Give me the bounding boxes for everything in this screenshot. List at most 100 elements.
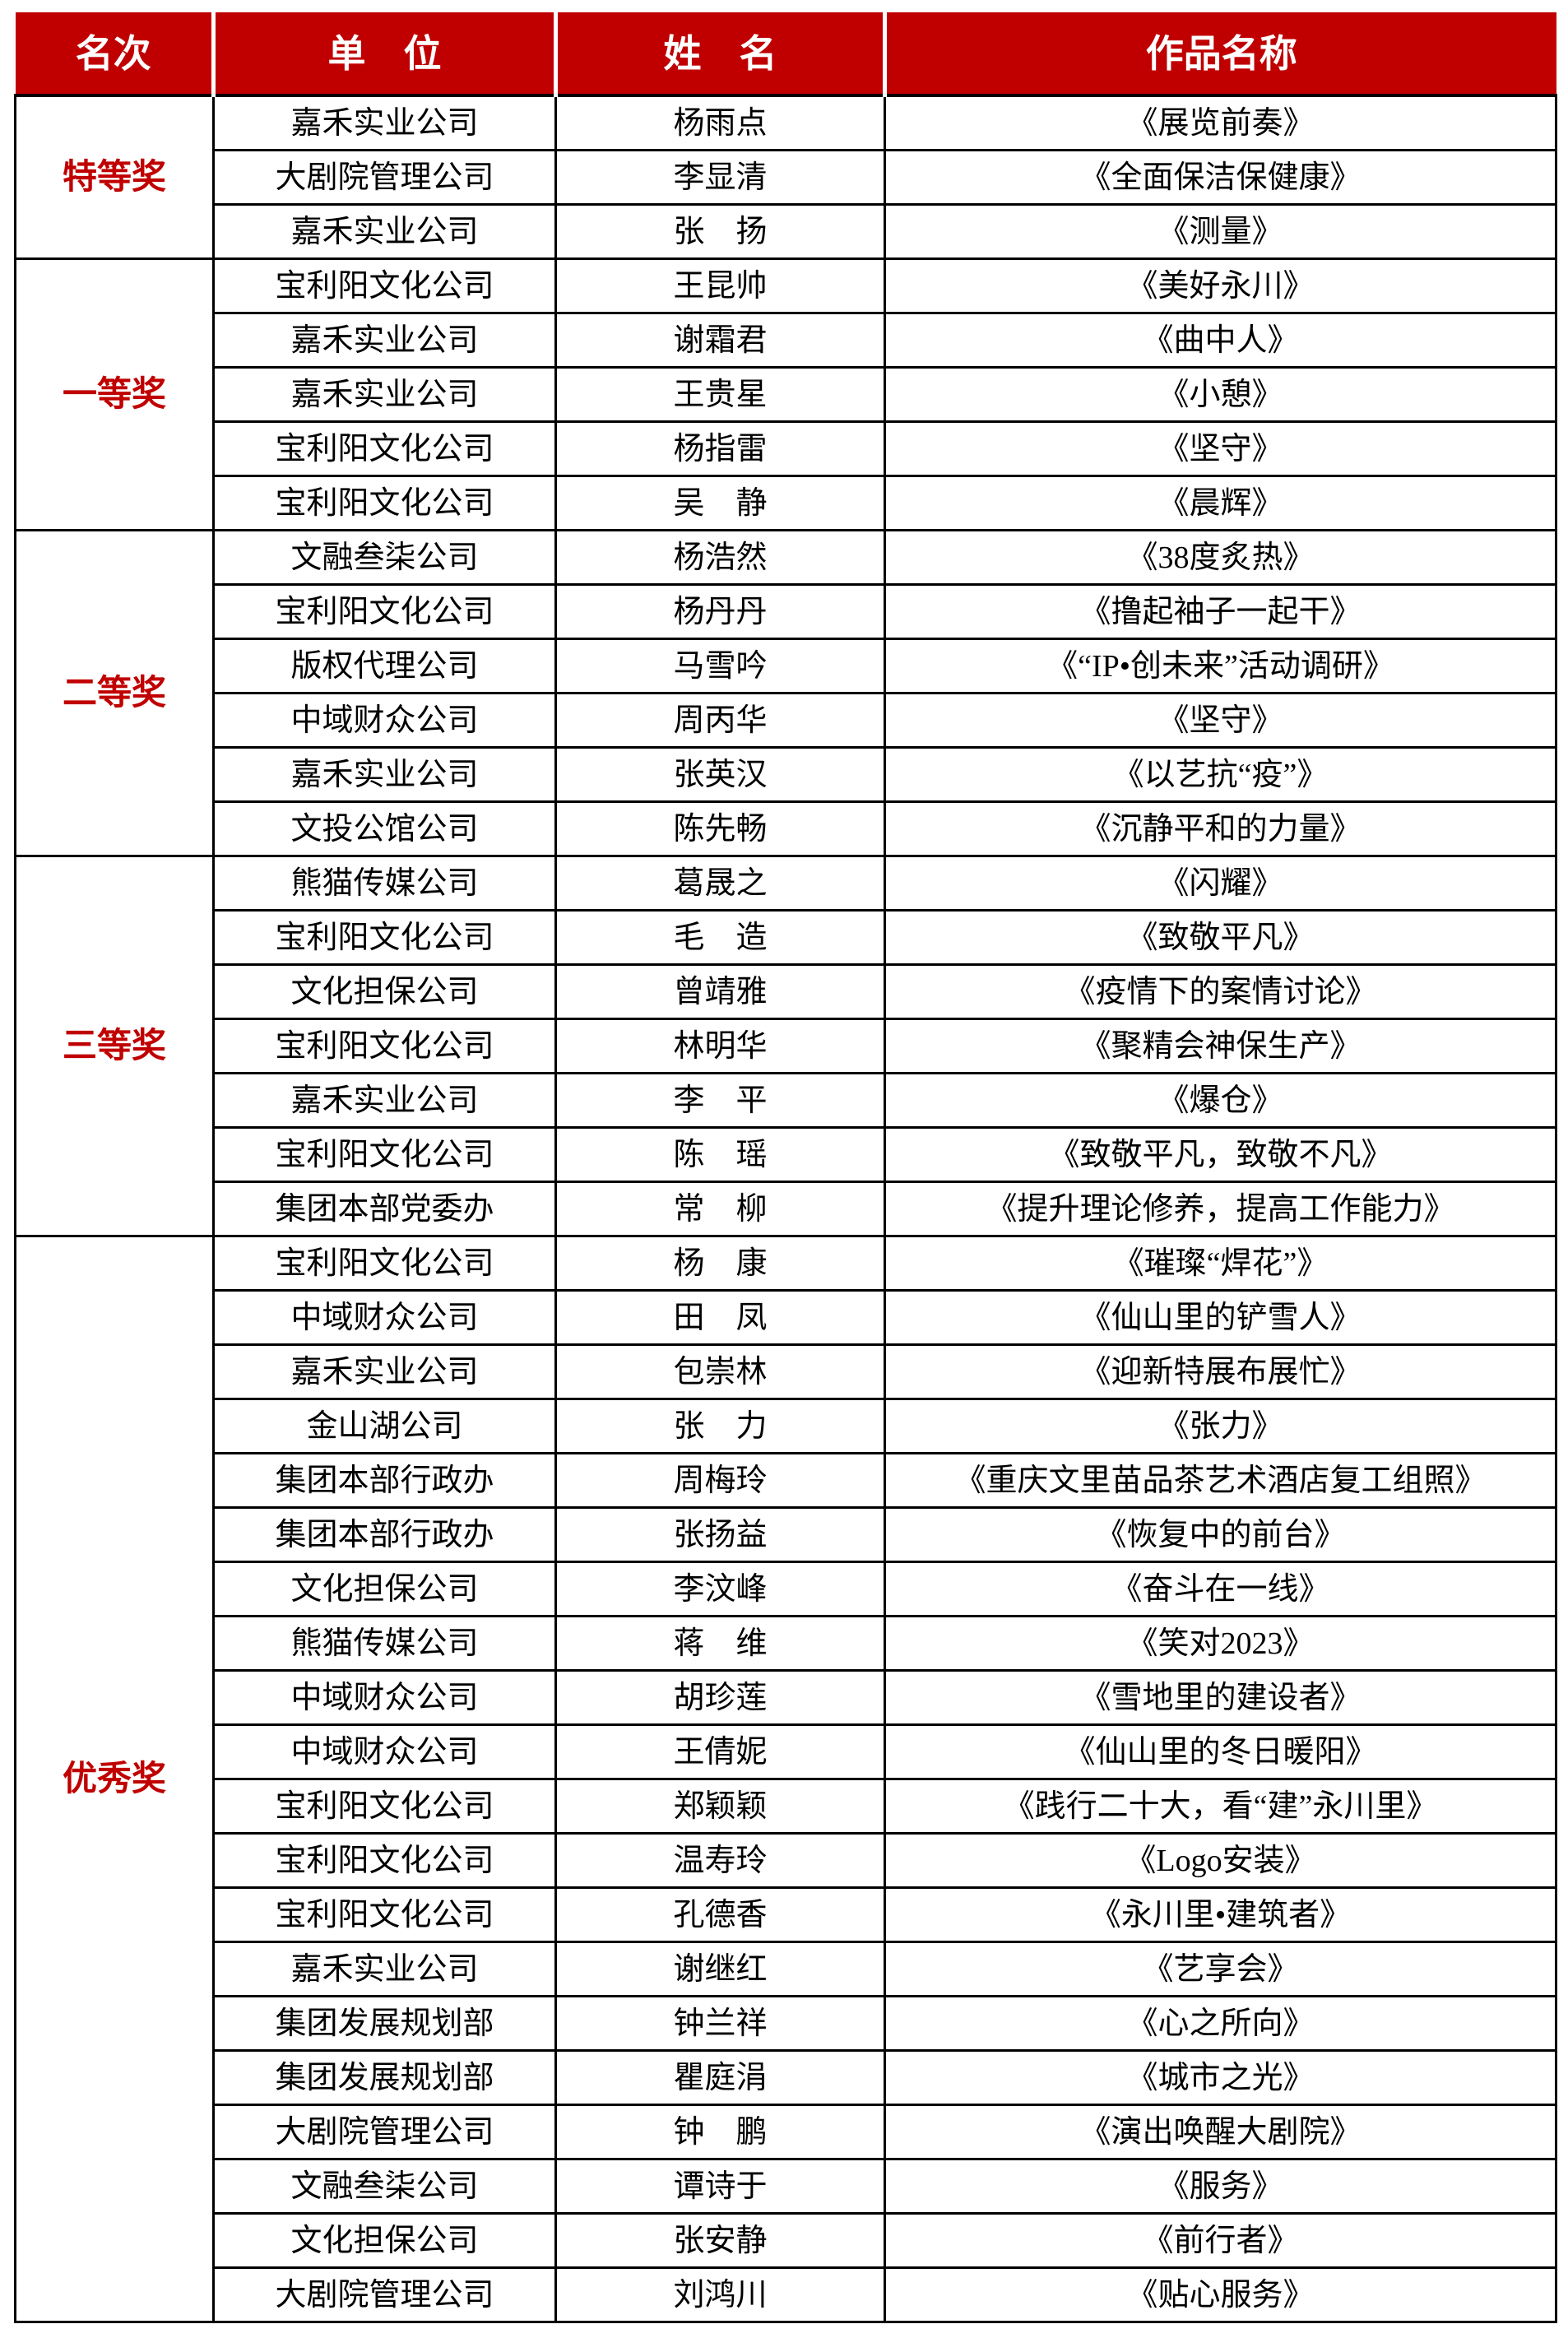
rank-cell: 特等奖 bbox=[14, 94, 215, 260]
table-row: 宝利阳文化公司 孔德香 《永川里•建筑者》 bbox=[16, 1886, 1557, 1943]
unit-cell: 大剧院管理公司 bbox=[212, 149, 557, 206]
work-cell: 《Logo安装》 bbox=[884, 1832, 1557, 1889]
unit-cell: 集团发展规划部 bbox=[212, 2049, 557, 2106]
unit-cell: 文融叁柒公司 bbox=[212, 2158, 557, 2215]
work-cell: 《仙山里的冬日暖阳》 bbox=[884, 1723, 1557, 1780]
name-cell: 周丙华 bbox=[554, 692, 886, 749]
table-row: 集团本部行政办 周梅玲 《重庆文里苗品茶艺术酒店复工组照》 bbox=[16, 1452, 1557, 1509]
unit-cell: 中域财众公司 bbox=[212, 1289, 557, 1346]
unit-cell: 宝利阳文化公司 bbox=[212, 583, 557, 640]
work-cell: 《曲中人》 bbox=[884, 312, 1557, 369]
table-row: 大剧院管理公司 刘鸿川 《贴心服务》 bbox=[16, 2266, 1557, 2323]
work-cell: 《城市之光》 bbox=[884, 2049, 1557, 2106]
unit-cell: 中域财众公司 bbox=[212, 1669, 557, 1726]
unit-cell: 宝利阳文化公司 bbox=[212, 909, 557, 966]
work-cell: 《疫情下的案情讨论》 bbox=[884, 963, 1557, 1020]
table-row: 文融叁柒公司 谭诗于 《服务》 bbox=[16, 2158, 1557, 2215]
table-row: 版权代理公司 马雪吟 《“IP•创未来”活动调研》 bbox=[16, 638, 1557, 694]
table-row: 中域财众公司 王倩妮 《仙山里的冬日暖阳》 bbox=[16, 1723, 1557, 1780]
name-cell: 王昆帅 bbox=[554, 257, 886, 314]
work-cell: 《38度炙热》 bbox=[884, 529, 1557, 586]
work-cell: 《致敬平凡》 bbox=[884, 909, 1557, 966]
table-row: 集团本部行政办 张扬益 《恢复中的前台》 bbox=[16, 1506, 1557, 1563]
work-cell: 《奋斗在一线》 bbox=[884, 1561, 1557, 1617]
work-cell: 《永川里•建筑者》 bbox=[884, 1886, 1557, 1943]
table-row: 宝利阳文化公司 杨指雷 《坚守》 bbox=[16, 420, 1557, 477]
unit-cell: 嘉禾实业公司 bbox=[212, 1941, 557, 1997]
unit-cell: 宝利阳文化公司 bbox=[212, 1886, 557, 1943]
unit-cell: 集团发展规划部 bbox=[212, 1995, 557, 2052]
table-row: 嘉禾实业公司李 平《爆仓》 bbox=[16, 1072, 1557, 1129]
work-cell: 《致敬平凡，致敬不凡》 bbox=[884, 1126, 1557, 1183]
work-cell: 《璀璨“焊花”》 bbox=[884, 1235, 1557, 1292]
work-cell: 《撸起袖子一起干》 bbox=[884, 583, 1557, 640]
rank-cell: 三等奖 bbox=[14, 855, 215, 1237]
table-row: 三等奖 熊猫传媒公司 葛晟之 《闪耀》 bbox=[14, 855, 1557, 1237]
work-cell: 《践行二十大，看“建”永川里》 bbox=[884, 1778, 1557, 1835]
unit-cell: 嘉禾实业公司 bbox=[212, 746, 557, 803]
work-cell: 《张力》 bbox=[884, 1398, 1557, 1454]
unit-cell: 宝利阳文化公司 bbox=[212, 1126, 557, 1183]
unit-cell: 文投公馆公司 bbox=[212, 800, 557, 857]
unit-cell: 版权代理公司 bbox=[212, 638, 557, 694]
table-row: 宝利阳文化公司陈 瑶《致敬平凡，致敬不凡》 bbox=[16, 1126, 1557, 1183]
unit-cell: 文化担保公司 bbox=[212, 1561, 557, 1617]
name-cell: 葛晟之 bbox=[554, 855, 886, 912]
name-cell: 马雪吟 bbox=[554, 638, 886, 694]
table-row: 文化担保公司 张安静 《前行者》 bbox=[16, 2212, 1557, 2269]
header-row: 名次 单 位 姓 名 作品名称 bbox=[15, 12, 1556, 97]
work-cell: 《艺享会》 bbox=[884, 1941, 1557, 1997]
unit-cell: 宝利阳文化公司 bbox=[212, 1832, 557, 1889]
col-header-name: 姓 名 bbox=[555, 12, 887, 97]
work-cell: 《贴心服务》 bbox=[884, 2266, 1557, 2323]
name-cell: 温寿玲 bbox=[554, 1832, 886, 1889]
table-row: 金山湖公司张 力《张力》 bbox=[16, 1398, 1557, 1454]
name-cell: 郑颖颖 bbox=[554, 1778, 886, 1835]
work-cell: 《坚守》 bbox=[884, 692, 1557, 749]
table-row: 文投公馆公司 陈先畅 《沉静平和的力量》 bbox=[16, 800, 1557, 857]
name-cell: 李 平 bbox=[554, 1072, 886, 1129]
table-row: 一等奖 宝利阳文化公司 王昆帅 《美好永川》 bbox=[14, 257, 1557, 531]
unit-cell: 嘉禾实业公司 bbox=[212, 1072, 557, 1129]
work-cell: 《演出唤醒大剧院》 bbox=[884, 2104, 1557, 2160]
name-cell: 周梅玲 bbox=[554, 1452, 886, 1509]
table-row: 嘉禾实业公司 王贵星 《小憩》 bbox=[16, 366, 1557, 423]
unit-cell: 宝利阳文化公司 bbox=[212, 1018, 557, 1074]
table-row: 熊猫传媒公司蒋 维《笑对2023》 bbox=[16, 1615, 1557, 1672]
unit-cell: 中域财众公司 bbox=[212, 1723, 557, 1780]
name-cell: 孔德香 bbox=[554, 1886, 886, 1943]
unit-cell: 中域财众公司 bbox=[212, 692, 557, 749]
table-row: 宝利阳文化公司 温寿玲 《Logo安装》 bbox=[16, 1832, 1557, 1889]
work-cell: 《仙山里的铲雪人》 bbox=[884, 1289, 1557, 1346]
unit-cell: 嘉禾实业公司 bbox=[212, 1343, 557, 1400]
unit-cell: 宝利阳文化公司 bbox=[212, 1778, 557, 1835]
rank-cell: 二等奖 bbox=[14, 529, 215, 857]
work-cell: 《全面保洁保健康》 bbox=[884, 149, 1557, 206]
work-cell: 《服务》 bbox=[884, 2158, 1557, 2215]
name-cell: 张英汉 bbox=[554, 746, 886, 803]
work-cell: 《笑对2023》 bbox=[884, 1615, 1557, 1672]
name-cell: 刘鸿川 bbox=[554, 2266, 886, 2323]
table-row: 嘉禾实业公司 谢霜君 《曲中人》 bbox=[16, 312, 1557, 369]
unit-cell: 嘉禾实业公司 bbox=[212, 94, 557, 151]
work-cell: 《“IP•创未来”活动调研》 bbox=[884, 638, 1557, 694]
rank-cell: 优秀奖 bbox=[14, 1235, 215, 2323]
name-cell: 杨 康 bbox=[554, 1235, 886, 1292]
name-cell: 张 力 bbox=[554, 1398, 886, 1454]
name-cell: 曾靖雅 bbox=[554, 963, 886, 1020]
unit-cell: 集团本部行政办 bbox=[212, 1452, 557, 1509]
work-cell: 《前行者》 bbox=[884, 2212, 1557, 2269]
unit-cell: 熊猫传媒公司 bbox=[212, 855, 557, 912]
work-cell: 《以艺抗“疫”》 bbox=[884, 746, 1557, 803]
col-header-unit: 单 位 bbox=[213, 12, 558, 97]
table-row: 嘉禾实业公司 张英汉 《以艺抗“疫”》 bbox=[16, 746, 1557, 803]
name-cell: 吴 静 bbox=[554, 475, 886, 531]
unit-cell: 文融叁柒公司 bbox=[212, 529, 557, 586]
name-cell: 胡珍莲 bbox=[554, 1669, 886, 1726]
unit-cell: 宝利阳文化公司 bbox=[212, 420, 557, 477]
name-cell: 杨指雷 bbox=[554, 420, 886, 477]
name-cell: 张安静 bbox=[554, 2212, 886, 2269]
table-row: 二等奖 文融叁柒公司 杨浩然 《38度炙热》 bbox=[14, 529, 1557, 857]
name-cell: 谢继红 bbox=[554, 1941, 886, 1997]
table-row: 宝利阳文化公司 林明华 《聚精会神保生产》 bbox=[16, 1018, 1557, 1074]
